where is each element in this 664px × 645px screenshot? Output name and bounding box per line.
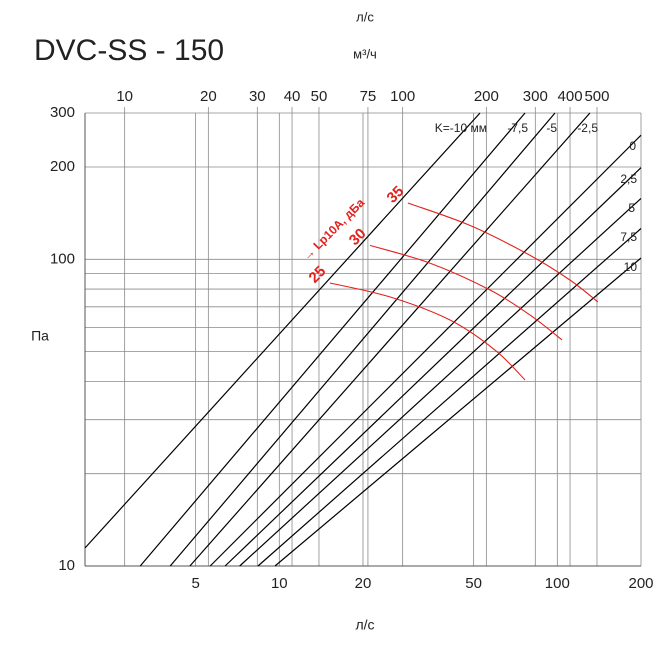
x-tick-label: 10 xyxy=(271,575,288,592)
sound-label: 30 xyxy=(346,225,370,249)
grid xyxy=(84,107,642,567)
k-label: K=-10 мм xyxy=(435,121,487,135)
sound-curve xyxy=(369,244,563,341)
y-tick-label: 10 xyxy=(58,557,75,574)
x2-tick-label: 400 xyxy=(558,88,583,105)
x-tick-label: 5 xyxy=(191,575,199,592)
x2-tick-label: 500 xyxy=(584,88,609,105)
k-line xyxy=(189,112,591,567)
x2-tick-label: 40 xyxy=(284,88,301,105)
top-unit: л/с xyxy=(356,9,374,24)
sound-curve xyxy=(407,202,599,303)
sound-label: 35 xyxy=(384,183,408,207)
y-axis-label: Па xyxy=(31,328,49,344)
x-axis-label: л/с xyxy=(355,617,374,633)
y-tick-label: 200 xyxy=(50,158,75,175)
k-label: 10 xyxy=(624,260,638,274)
x2-tick-label: 100 xyxy=(390,88,415,105)
sound-curve xyxy=(329,282,526,381)
top-unit: м³/ч xyxy=(353,46,377,61)
k-label: 5 xyxy=(628,201,635,215)
k-label: -5 xyxy=(546,121,557,135)
k-label: 0 xyxy=(629,139,636,153)
k-line xyxy=(139,112,526,567)
x2-tick-label: 300 xyxy=(523,88,548,105)
y-tick-label: 300 xyxy=(50,104,75,121)
k-label: 7,5 xyxy=(620,230,637,244)
k-label: 2,5 xyxy=(620,172,637,186)
x-tick-label: 50 xyxy=(465,575,482,592)
k-line xyxy=(274,257,642,567)
x-tick-label: 100 xyxy=(545,575,570,592)
k-line xyxy=(239,197,642,567)
x-tick-label: 20 xyxy=(355,575,372,592)
x2-tick-label: 30 xyxy=(249,88,266,105)
k-line xyxy=(169,112,556,567)
x2-tick-label: 10 xyxy=(116,88,133,105)
x2-tick-label: 20 xyxy=(200,88,217,105)
x2-tick-label: 200 xyxy=(474,88,499,105)
k-line xyxy=(84,112,481,549)
x-tick-label: 200 xyxy=(628,575,653,592)
k-line xyxy=(224,167,642,567)
k-line xyxy=(209,134,642,567)
k-label: -7,5 xyxy=(507,121,528,135)
k-label: -2,5 xyxy=(577,121,598,135)
x2-tick-label: 75 xyxy=(360,88,377,105)
y-tick-label: 100 xyxy=(50,250,75,267)
x2-tick-label: 50 xyxy=(311,88,328,105)
chart-title: DVC-SS - 150 xyxy=(34,34,224,67)
